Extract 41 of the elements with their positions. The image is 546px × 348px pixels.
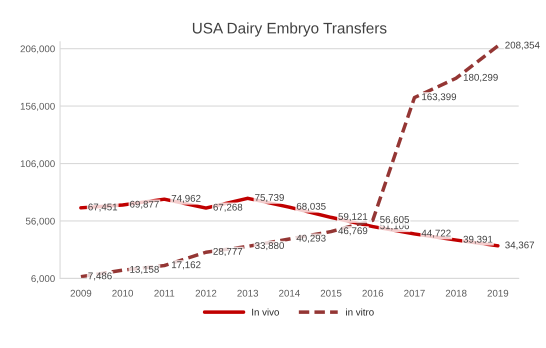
x-tick-label: 2011 (154, 290, 174, 297)
x-tick-label: 2017 (404, 290, 425, 297)
data-label: 67,451 (88, 204, 118, 212)
data-label: 163,399 (422, 93, 456, 102)
data-label: 51,106 (380, 222, 410, 230)
data-label: 28,777 (213, 248, 242, 256)
data-label: 56,605 (380, 216, 410, 224)
data-label: 69,877 (130, 200, 159, 209)
y-tick-label: 206,000 (20, 45, 55, 54)
data-label: 74,962 (172, 194, 200, 203)
x-tick-label: 2009 (70, 290, 92, 297)
data-label: 180,299 (464, 74, 498, 82)
x-tick-label: 2010 (112, 290, 134, 297)
x-tick-label: 2012 (196, 290, 216, 297)
data-label: 17,162 (172, 261, 200, 270)
data-label: 40,293 (296, 234, 326, 243)
data-label: 46,769 (338, 227, 368, 236)
data-label: 68,035 (296, 202, 326, 211)
y-tick-label: 106,000 (20, 160, 55, 168)
data-label: 34,367 (505, 242, 534, 250)
data-label: 75,739 (255, 194, 284, 202)
data-label: 13,158 (130, 266, 159, 274)
x-tick-label: 2015 (320, 290, 342, 297)
x-tick-label: 2013 (237, 290, 258, 297)
x-tick-label: 2014 (279, 290, 300, 297)
y-tick-label: 156,000 (20, 102, 55, 111)
x-tick-label: 2019 (488, 290, 508, 297)
data-label: 33,880 (255, 242, 284, 250)
x-tick-label: 2018 (446, 290, 467, 297)
legend-label: in vitro (346, 308, 374, 316)
data-label: 39,391 (463, 236, 492, 244)
data-label: 208,354 (505, 42, 540, 50)
data-label: 59,121 (338, 213, 368, 222)
y-tick-label: 56,000 (26, 218, 55, 226)
chart-title: USA Dairy Embryo Transfers (192, 22, 386, 37)
y-tick-label: 6,000 (31, 275, 55, 284)
x-tick-label: 2016 (362, 290, 384, 297)
legend-label: In vivo (252, 308, 279, 316)
data-label: 67,268 (213, 204, 242, 212)
data-label: 44,722 (422, 230, 451, 238)
data-label: 7,486 (88, 272, 112, 280)
